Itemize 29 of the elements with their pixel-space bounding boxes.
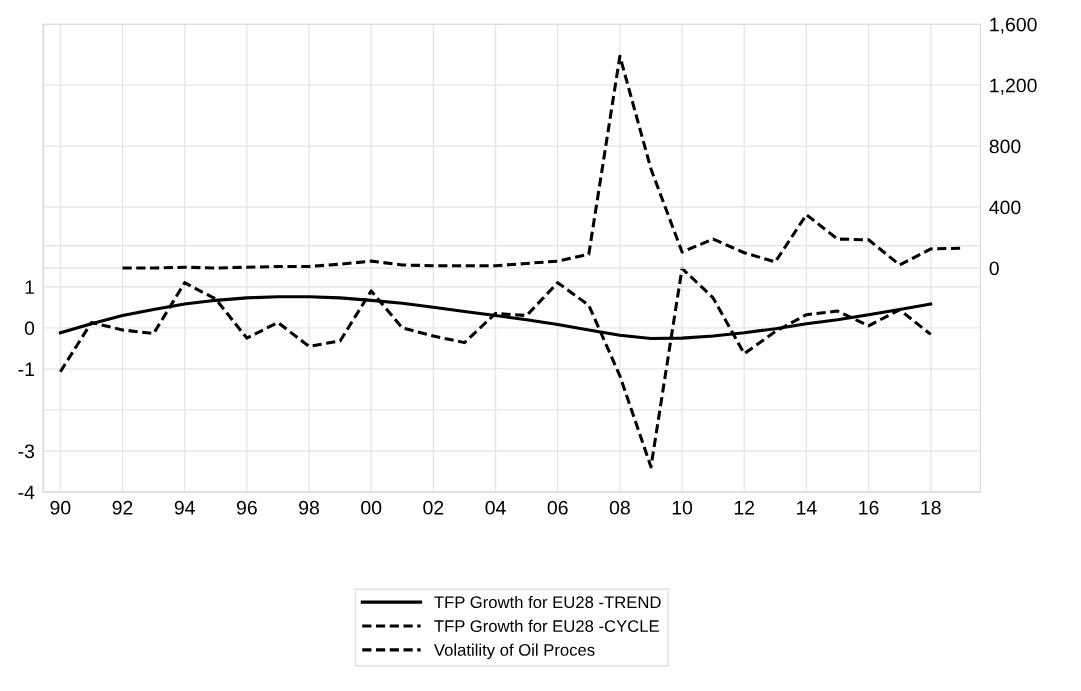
x-tick-label: 92 — [112, 500, 133, 515]
x-tick-label: 18 — [921, 500, 941, 515]
legend-label: TFP Growth for EU28 -CYCLE — [434, 619, 659, 632]
y2-tick-label: 0 — [989, 261, 999, 276]
y-tick-label: 0 — [24, 321, 35, 336]
y-tick-label: -3 — [18, 444, 35, 459]
x-tick-label: 12 — [734, 500, 755, 515]
line-series — [58, 266, 933, 469]
x-tick-label: 08 — [609, 500, 630, 515]
y-tick-label: 1 — [25, 280, 34, 294]
x-tick-label: 14 — [797, 501, 817, 515]
y-tick-label: -1 — [18, 362, 34, 376]
y-tick-label: -4 — [18, 485, 35, 500]
y2-tick-label: 1,600 — [990, 17, 1037, 34]
x-tick-label: 10 — [672, 500, 693, 515]
y2-tick-label: 400 — [989, 200, 1021, 215]
x-tick-label: 90 — [50, 500, 71, 515]
y2-tick-label: 800 — [989, 139, 1021, 154]
y2-tick-label: 1,200 — [990, 78, 1037, 95]
legend-label: TFP Growth for EU28 -TREND — [434, 595, 661, 609]
x-tick-label: 06 — [547, 500, 568, 515]
x-tick-label: 04 — [485, 500, 506, 515]
x-tick-label: 96 — [236, 500, 257, 515]
x-tick-label: 00 — [361, 500, 382, 515]
x-tick-label: 98 — [299, 500, 319, 515]
x-tick-label: 02 — [423, 500, 444, 515]
legend-label: Volatility of Oil Proces — [434, 643, 595, 660]
x-tick-label: 16 — [859, 500, 879, 515]
x-tick-label: 94 — [174, 500, 195, 515]
